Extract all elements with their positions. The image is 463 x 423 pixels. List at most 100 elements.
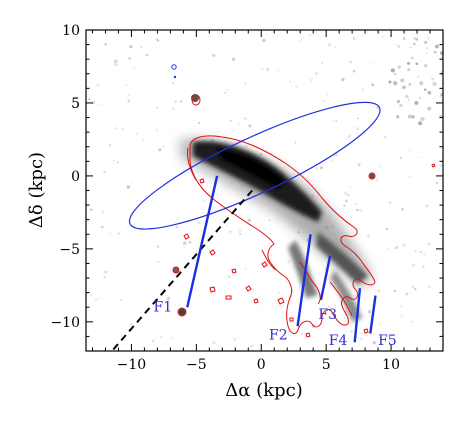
noise-speckle — [405, 94, 409, 99]
noise-speckle — [334, 46, 337, 49]
noise-speckle — [183, 241, 187, 245]
noise-speckle — [128, 94, 131, 96]
noise-speckle — [350, 329, 354, 333]
noise-speckle — [321, 61, 323, 64]
noise-speckle — [376, 106, 380, 110]
noise-speckle — [239, 232, 242, 236]
noise-speckle — [331, 120, 334, 123]
noise-speckle — [435, 181, 439, 185]
noise-speckle — [175, 225, 179, 229]
noise-speckle — [88, 98, 91, 101]
noise-speckle — [116, 161, 119, 164]
disk-ellipse — [128, 101, 381, 230]
noise-speckle — [423, 253, 425, 256]
noise-speckle — [262, 38, 266, 43]
dashed-line — [111, 189, 253, 351]
noise-speckle — [217, 130, 219, 132]
noise-speckle — [375, 178, 379, 182]
noise-speckle — [171, 107, 175, 111]
noise-speckle — [411, 285, 415, 289]
noise-speckle — [129, 45, 133, 49]
noise-speckle — [108, 143, 112, 147]
noise-speckle — [287, 260, 290, 264]
noise-speckle — [89, 208, 93, 211]
noise-speckle — [228, 275, 231, 278]
noise-speckle — [232, 130, 235, 132]
noise-speckle — [103, 170, 107, 174]
noise-speckle — [407, 114, 412, 119]
filament-f1 — [186, 175, 219, 308]
noise-speckle — [396, 115, 400, 119]
noise-speckle — [120, 298, 123, 301]
noise-speckle — [225, 225, 228, 228]
noise-speckle — [301, 332, 303, 335]
noise-speckle — [400, 78, 405, 83]
noise-speckle — [323, 100, 325, 102]
noise-speckle — [359, 337, 363, 341]
noise-speckle — [309, 78, 314, 83]
noise-speckle — [323, 267, 326, 270]
noise-speckle — [322, 325, 325, 328]
y-tick-label: −5 — [59, 242, 80, 258]
red-contours — [172, 94, 436, 338]
noise-speckle — [244, 82, 247, 85]
noise-speckle — [294, 141, 297, 144]
noise-speckle — [421, 265, 425, 268]
x-tick-label: 10 — [382, 357, 400, 373]
noise-speckle — [375, 106, 377, 108]
noise-speckle — [378, 322, 382, 326]
noise-speckle — [100, 103, 102, 106]
noise-speckle — [126, 227, 128, 229]
noise-speckle — [292, 334, 295, 336]
noise-speckle — [431, 77, 434, 81]
y-tick-label: −10 — [50, 315, 80, 331]
filament-label-f1: F1 — [154, 300, 173, 316]
noise-speckle — [440, 93, 443, 97]
noise-speckle — [425, 52, 428, 54]
filament-f5 — [369, 295, 377, 334]
noise-speckle — [356, 208, 359, 212]
x-tick-label: 5 — [322, 357, 331, 373]
noise-speckle — [372, 62, 375, 65]
noise-speckle — [319, 166, 324, 170]
y-tick-label: 10 — [62, 23, 80, 39]
noise-speckle — [140, 45, 143, 49]
noise-speckle — [266, 67, 269, 71]
noise-speckle — [289, 81, 291, 83]
noise-speckle — [104, 270, 108, 274]
noise-speckle — [360, 332, 363, 335]
noise-speckle — [435, 44, 439, 49]
noise-speckle — [383, 136, 387, 140]
noise-speckle — [383, 256, 385, 258]
noise-speckle — [428, 285, 431, 289]
noise-speckle — [440, 51, 443, 56]
noise-speckle — [402, 243, 406, 247]
noise-speckle — [268, 219, 271, 222]
noise-speckle — [203, 199, 206, 202]
noise-speckle — [233, 337, 237, 341]
noise-speckle — [238, 228, 242, 232]
noise-speckle — [247, 218, 251, 223]
noise-speckle — [427, 90, 432, 95]
noise-speckle — [343, 317, 346, 320]
noise-speckle — [160, 336, 163, 338]
noise-speckle — [278, 291, 281, 294]
noise-speckle — [115, 63, 119, 67]
noise-speckle — [326, 93, 329, 96]
noise-speckle — [206, 95, 209, 97]
noise-speckle — [335, 120, 338, 122]
noise-speckle — [231, 57, 236, 62]
y-tick-label: 0 — [71, 169, 80, 185]
noise-speckle — [158, 148, 162, 152]
noise-speckle — [439, 164, 443, 168]
noise-speckle — [155, 106, 158, 109]
noise-speckle — [423, 63, 428, 68]
noise-speckle — [344, 320, 347, 323]
noise-speckle — [141, 139, 145, 142]
noise-speckle — [394, 72, 397, 76]
noise-speckle — [432, 81, 437, 87]
noise-speckle — [408, 149, 411, 151]
noise-speckle — [411, 263, 415, 267]
noise-speckle — [109, 233, 111, 235]
